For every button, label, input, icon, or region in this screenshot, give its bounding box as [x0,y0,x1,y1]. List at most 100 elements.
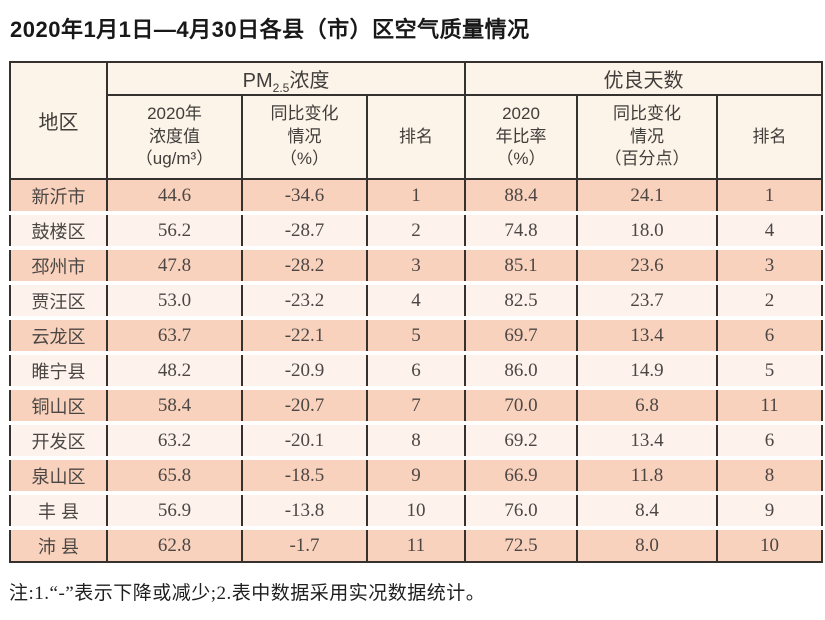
value-cell: 63.7 [106,318,243,355]
value-cell: 56.2 [106,213,243,250]
region-cell: 新沂市 [9,179,108,215]
value-cell: 1 [715,179,824,215]
value-cell: 70.0 [464,388,578,425]
value-cell: 66.9 [464,458,578,495]
table-row: 丰 县 56.9 -13.8 10 76.0 8.4 9 [9,493,824,530]
table-row: 开发区 63.2 -20.1 8 69.2 13.4 6 [9,423,824,460]
col-header-pm25-rank: 排名 [366,94,466,180]
region-cell: 睢宁县 [9,353,108,390]
value-cell: 53.0 [106,283,243,320]
region-cell: 云龙区 [9,318,108,355]
region-cell: 鼓楼区 [9,213,108,250]
value-cell: 6 [366,353,466,390]
value-cell: 3 [366,248,466,285]
page-title: 2020年1月1日—4月30日各县（市）区空气质量情况 [10,17,530,42]
value-cell: 74.8 [464,213,578,250]
value-cell: -28.7 [241,213,368,250]
value-cell: 11 [715,388,824,425]
value-cell: 6 [715,423,824,460]
value-cell: -1.7 [241,528,368,563]
value-cell: 8 [366,423,466,460]
region-cell: 泉山区 [9,458,108,495]
value-cell: 8.0 [576,528,718,563]
value-cell: 5 [715,353,824,390]
table-row: 邳州市 47.8 -28.2 3 85.1 23.6 3 [9,248,824,285]
value-cell: 82.5 [464,283,578,320]
value-cell: 62.8 [106,528,243,563]
value-cell: 13.4 [576,318,718,355]
value-cell: -20.7 [241,388,368,425]
value-cell: 63.2 [106,423,243,460]
value-cell: 6.8 [576,388,718,425]
value-cell: 8 [715,458,824,495]
value-cell: 86.0 [464,353,578,390]
footnote: 注:1.“-”表示下降或减少;2.表中数据采用实况数据统计。 [9,583,486,604]
region-cell: 丰 县 [9,493,108,530]
table-row: 睢宁县 48.2 -20.9 6 86.0 14.9 5 [9,353,824,390]
value-cell: 1 [366,179,466,215]
value-cell: -18.5 [241,458,368,495]
value-cell: 4 [366,283,466,320]
value-cell: -13.8 [241,493,368,530]
value-cell: 76.0 [464,493,578,530]
good-days-group-header: 优良天数 [463,61,824,96]
value-cell: 4 [715,213,824,250]
region-column-header: 地区 [9,61,108,180]
value-cell: 58.4 [106,388,243,425]
value-cell: 7 [366,388,466,425]
value-cell: 2 [715,283,824,320]
value-cell: 10 [366,493,466,530]
pm25-label-prefix: PM [242,70,273,92]
table-body: 新沂市 44.6 -34.6 1 88.4 24.1 1 鼓楼区 56.2 -28.7 2 74.8 1… [9,179,824,563]
value-cell: 69.7 [464,318,578,355]
value-cell: 5 [366,318,466,355]
table-header: 地区 PM2.5浓度 优良天数 2020年 浓度值 （ug/m³） 同比变化 情… [9,61,824,180]
value-cell: 48.2 [106,353,243,390]
value-cell: -22.1 [241,318,368,355]
table-row: 铜山区 58.4 -20.7 7 70.0 6.8 11 [9,388,824,425]
value-cell: -34.6 [241,179,368,215]
group-header-row: 地区 PM2.5浓度 优良天数 [9,61,824,180]
col-header-good-change: 同比变化 情况 （百分点） [576,94,718,180]
value-cell: 23.6 [576,248,718,285]
value-cell: 85.1 [464,248,578,285]
value-cell: 65.8 [106,458,243,495]
table-row: 贾汪区 53.0 -23.2 4 82.5 23.7 2 [9,283,824,320]
value-cell: 9 [715,493,824,530]
value-cell: 44.6 [106,179,243,215]
value-cell: -20.1 [241,423,368,460]
value-cell: 14.9 [576,353,718,390]
pm25-group-header: PM2.5浓度 [106,61,466,96]
region-cell: 邳州市 [9,248,108,285]
value-cell: 2 [366,213,466,250]
value-cell: 72.5 [464,528,578,563]
col-header-good-rank: 排名 [715,94,824,180]
table-row: 沛 县 62.8 -1.7 11 72.5 8.0 10 [9,528,824,563]
region-cell: 沛 县 [9,528,108,563]
air-quality-table: 地区 PM2.5浓度 优良天数 2020年 浓度值 （ug/m³） 同比变化 情… [9,61,824,563]
value-cell: 11 [366,528,466,563]
value-cell: 18.0 [576,213,718,250]
value-cell: 88.4 [464,179,578,215]
value-cell: 24.1 [576,179,718,215]
region-cell: 开发区 [9,423,108,460]
value-cell: -23.2 [241,283,368,320]
pm25-label-subscript: 2.5 [272,81,290,95]
value-cell: 69.2 [464,423,578,460]
table-row: 鼓楼区 56.2 -28.7 2 74.8 18.0 4 [9,213,824,250]
value-cell: 6 [715,318,824,355]
value-cell: 23.7 [576,283,718,320]
table-row: 新沂市 44.6 -34.6 1 88.4 24.1 1 [9,179,824,215]
value-cell: 9 [366,458,466,495]
table-row: 泉山区 65.8 -18.5 9 66.9 11.8 8 [9,458,824,495]
region-cell: 铜山区 [9,388,108,425]
col-header-good-rate: 2020 年比率 （%） [464,94,578,180]
pm25-label-suffix: 浓度 [289,70,330,92]
value-cell: 11.8 [576,458,718,495]
value-cell: -28.2 [241,248,368,285]
sub-header-row: 2020年 浓度值 （ug/m³） 同比变化 情况 （%） 排名 2020 年比… [10,94,824,180]
value-cell: 10 [715,528,824,563]
col-header-pm25-value: 2020年 浓度值 （ug/m³） [106,94,243,180]
col-header-pm25-change: 同比变化 情况 （%） [241,94,368,180]
